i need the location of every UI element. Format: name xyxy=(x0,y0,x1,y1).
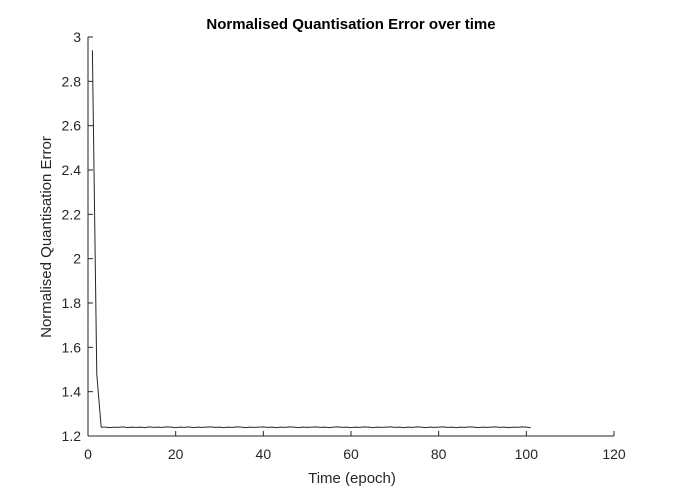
series-line xyxy=(91,50,531,429)
x-tick-label: 20 xyxy=(168,446,184,462)
x-tick-label: 100 xyxy=(515,446,539,462)
y-tick-label: 1.6 xyxy=(62,339,82,355)
y-axis-ticks: 1.2 1.4 1.6 1.8 2 2.2 2.4 2.6 2.8 3 xyxy=(62,29,93,444)
y-tick-label: 1.4 xyxy=(62,384,82,400)
y-tick-label: 1.8 xyxy=(62,295,82,311)
x-axis-label: Time (epoch) xyxy=(308,470,396,487)
x-tick-label: 120 xyxy=(602,446,626,462)
y-axis-label: Normalised Quantisation Error xyxy=(38,136,55,338)
y-tick-label: 3 xyxy=(73,29,81,45)
y-tick-label: 2.8 xyxy=(62,73,82,89)
x-tick-label: 60 xyxy=(343,446,359,462)
y-tick-label: 1.2 xyxy=(62,428,82,444)
y-tick-label: 2.6 xyxy=(62,118,82,134)
y-tick-label: 2 xyxy=(73,251,81,267)
y-tick-label: 2.4 xyxy=(62,162,82,178)
x-tick-label: 40 xyxy=(256,446,272,462)
x-tick-label: 80 xyxy=(431,446,447,462)
chart-title: Normalised Quantisation Error over time xyxy=(206,16,495,33)
x-axis-ticks: 0 20 40 60 80 100 120 xyxy=(84,431,626,462)
x-tick-label: 0 xyxy=(84,446,92,462)
y-tick-label: 2.2 xyxy=(62,206,82,222)
